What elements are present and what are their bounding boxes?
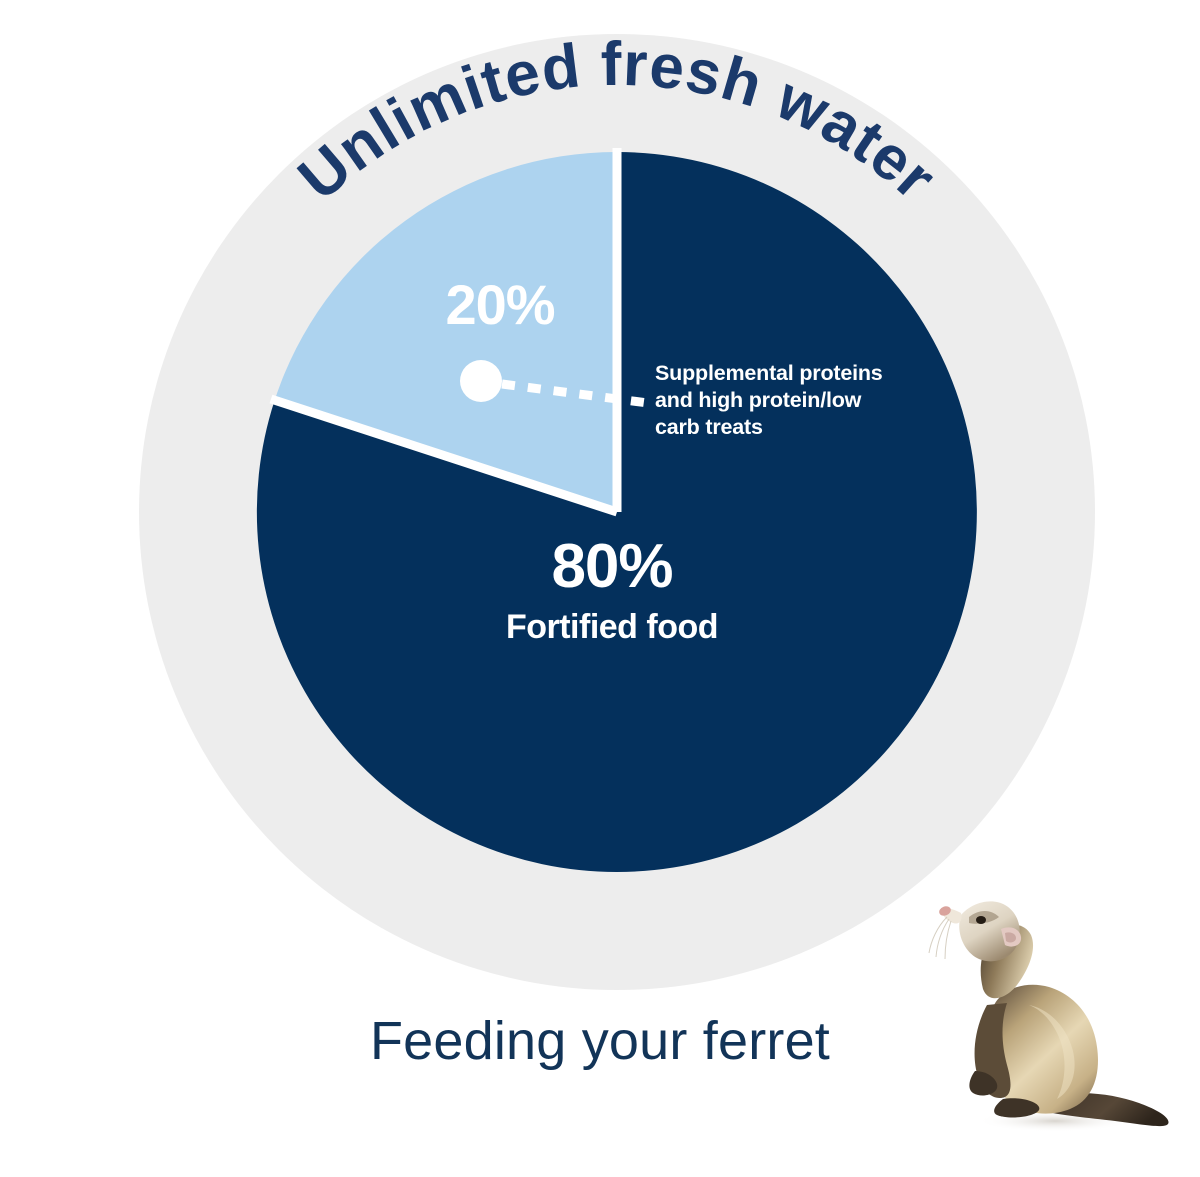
slice-20-percent-label: 20%: [445, 273, 555, 336]
ferret-paw: [969, 1071, 998, 1096]
callout-line-1: Supplemental proteins: [655, 361, 883, 385]
ferret-hind-foot: [994, 1098, 1040, 1118]
ferret-eye: [976, 916, 986, 924]
pie-divider-angled: [269, 394, 619, 517]
ferret-photo: [925, 893, 1175, 1133]
callout-line-2: and high protein/low: [655, 388, 862, 412]
pie-slice-supplemental-proteins[interactable]: [274, 151, 618, 512]
ferret-ear-inner: [1005, 932, 1016, 943]
callout-text-block: Supplemental proteins and high protein/l…: [655, 360, 955, 441]
ferret-belly-highlight: [1029, 1005, 1075, 1099]
ferret-whiskers: [928, 916, 952, 960]
callout-line-3: carb treats: [655, 415, 763, 439]
ferret-nose: [939, 906, 951, 916]
ferret-illustration: [928, 901, 1169, 1132]
slice-80-percent-label: 80%: [551, 532, 673, 601]
callout-dot: [460, 360, 502, 402]
page-title: Feeding your ferret: [369, 1011, 831, 1071]
slice-80-label-group: 80% Fortified food: [432, 532, 792, 646]
slice-80-name-label: Fortified food: [505, 608, 719, 646]
